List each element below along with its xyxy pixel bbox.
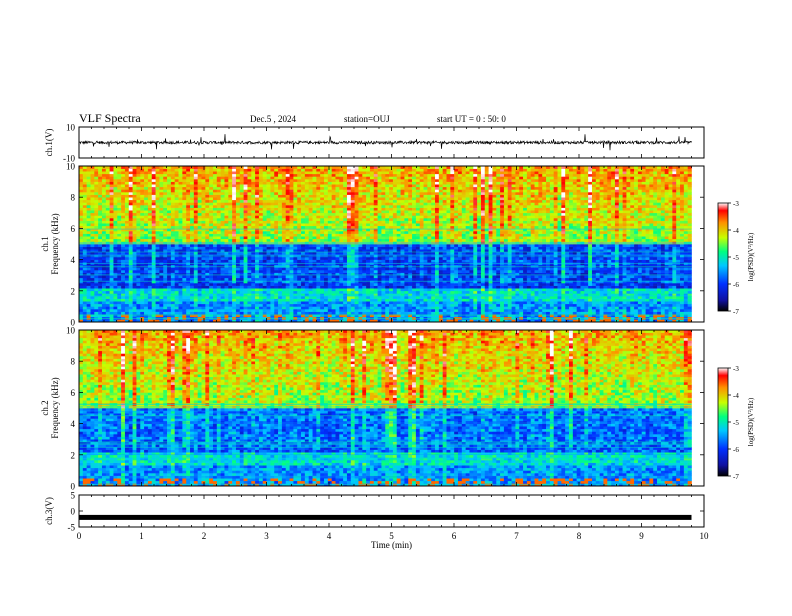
ch2-spectrogram-colorbar-label: log(PSD)(V²/Hz) bbox=[747, 397, 755, 446]
ch2-spectrogram-ytick-label: 0 bbox=[71, 482, 76, 492]
ch2-spectrogram-colorbar-tick: -6 bbox=[733, 446, 739, 454]
ch1-spectrogram-image bbox=[79, 166, 692, 323]
xtick-label: 7 bbox=[514, 531, 519, 541]
ch1-spectrogram-colorbar-tick: -4 bbox=[733, 227, 739, 235]
ch2-spectrogram-colorbar-tick: -7 bbox=[733, 473, 739, 481]
station-label: station=OUJ bbox=[344, 114, 390, 124]
xtick-label: 1 bbox=[139, 531, 144, 541]
ch1-spectrogram-ytick-label: 0 bbox=[71, 318, 76, 328]
ch2-spectrogram-colorbar-tick: -4 bbox=[733, 392, 739, 400]
ch1-spectrogram-colorbar bbox=[718, 203, 728, 311]
ch3-waveform-ytick-label: 5 bbox=[71, 491, 76, 501]
xtick-label: 2 bbox=[202, 531, 207, 541]
ch2-spectrogram-ytick-label: 6 bbox=[71, 388, 76, 398]
ch2-spectrogram-ytick-label: 2 bbox=[71, 450, 76, 460]
ch2-spectrogram-colorbar bbox=[718, 368, 728, 476]
ch1-waveform-ylabel: ch.1(V) bbox=[44, 129, 54, 157]
ch1-spectrogram-ytick-label: 10 bbox=[66, 162, 76, 172]
ch1-waveform-ytick-label: 10 bbox=[66, 123, 76, 133]
ch1-spectrogram-colorbar-tick: -6 bbox=[733, 281, 739, 289]
ch3-waveform-ylabel: ch.3(V) bbox=[44, 497, 54, 525]
ch2-spectrogram-ytick-label: 10 bbox=[66, 326, 76, 336]
ch1-spectrogram-colorbar-label: log(PSD)(V²/Hz) bbox=[747, 232, 755, 281]
ch1-waveform-ytick-label: -10 bbox=[63, 154, 75, 164]
ch2-spectrogram-ytick-label: 4 bbox=[71, 419, 76, 429]
ch3-waveform-frame bbox=[78, 494, 705, 528]
xtick-label: 9 bbox=[639, 531, 644, 541]
ch3-waveform-ytick-label: 0 bbox=[71, 507, 76, 517]
ch1-spectrogram-colorbar-tick: -5 bbox=[733, 254, 739, 262]
ch1-spectrogram-colorbar-tick: -3 bbox=[733, 200, 739, 208]
xtick-label: 8 bbox=[577, 531, 582, 541]
xtick-label: 0 bbox=[77, 531, 82, 541]
ch1-spectrogram-ylabel-frequency: Frequency (kHz) bbox=[50, 213, 60, 274]
ch1-spectrogram-colorbar-tick: -7 bbox=[733, 308, 739, 316]
ch2-spectrogram-image bbox=[79, 330, 692, 487]
date-label: Dec.5 , 2024 bbox=[250, 114, 296, 124]
ch1-spectrogram-ytick-label: 6 bbox=[71, 224, 76, 234]
ch2-spectrogram-ylabel-frequency: Frequency (kHz) bbox=[50, 377, 60, 438]
xaxis-label: Time (min) bbox=[371, 540, 412, 550]
start-time-label: start UT = 0 : 50: 0 bbox=[437, 114, 506, 124]
ch2-spectrogram-colorbar-tick: -5 bbox=[733, 419, 739, 427]
ch2-spectrogram-colorbar-tick: -3 bbox=[733, 365, 739, 373]
ch1-waveform-trace bbox=[79, 134, 692, 151]
ch1-spectrogram-ylabel-channel: ch.1 bbox=[40, 236, 50, 251]
xtick-label: 10 bbox=[700, 531, 710, 541]
ch1-spectrogram-ytick-label: 8 bbox=[71, 193, 76, 203]
ch2-spectrogram-ytick-label: 8 bbox=[71, 357, 76, 367]
ch1-spectrogram-ytick-label: 4 bbox=[71, 255, 76, 265]
xtick-label: 6 bbox=[452, 531, 457, 541]
xtick-label: 3 bbox=[264, 531, 269, 541]
ch2-spectrogram-ylabel-channel: ch.2 bbox=[40, 400, 50, 415]
xtick-label: 5 bbox=[389, 531, 394, 541]
figure-title: VLF Spectra bbox=[79, 111, 141, 125]
ch1-spectrogram-ytick-label: 2 bbox=[71, 286, 76, 296]
ch3-waveform-trace bbox=[79, 514, 692, 520]
ch3-waveform-ytick-label: -5 bbox=[68, 523, 76, 533]
xtick-label: 4 bbox=[327, 531, 332, 541]
